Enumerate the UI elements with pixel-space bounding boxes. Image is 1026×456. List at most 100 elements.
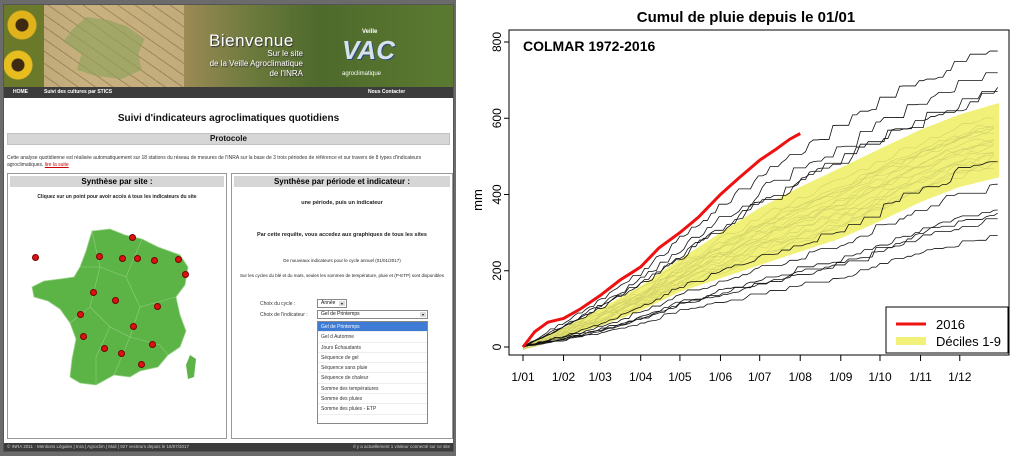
cycle-label: Choix du cycle : xyxy=(260,301,296,307)
chevron-down-icon: ▾ xyxy=(420,312,426,317)
decile-band xyxy=(523,103,999,347)
page-title: Suivi d'indicateurs agroclimatiques quot… xyxy=(117,113,340,124)
historical-year-line xyxy=(522,50,998,348)
cycle-select-value: Année xyxy=(321,300,336,306)
banner-title: Bienvenue xyxy=(209,31,294,50)
nav-contact-link[interactable]: Nous Contacter xyxy=(368,89,406,95)
dropdown-option[interactable]: Séquence sans pluie xyxy=(318,363,427,374)
inner-year-line xyxy=(522,132,994,349)
banner-subtitle-2: de la Veille Agroclimatique xyxy=(209,59,303,68)
footer-left-text: © INRA 2011 · Mentions Légales | Inra | … xyxy=(7,444,190,449)
dropdown-option[interactable]: Somme des pluies - ETP xyxy=(318,404,427,415)
banner-subtitle-3: de l'INRA xyxy=(269,69,303,78)
y-tick-label: 800 xyxy=(490,32,504,52)
legend-box xyxy=(885,306,1009,354)
period-synthesis-heading: Synthèse par période et indicateur : xyxy=(234,176,450,187)
y-tick-label: 400 xyxy=(490,184,504,204)
chevron-down-icon: ▾ xyxy=(339,301,345,306)
y-tick-label: 600 xyxy=(490,108,504,128)
site-dot-18[interactable] xyxy=(80,333,87,340)
site-dot-1[interactable] xyxy=(32,254,39,261)
chart-title: Cumul de pluie depuis le 01/01 xyxy=(637,9,855,26)
france-mainland-shape xyxy=(31,228,189,386)
logo-text: VAC xyxy=(342,35,395,65)
inner-year-line xyxy=(522,167,994,349)
dropdown-option[interactable]: Gel d Automne xyxy=(318,332,427,343)
historical-year-line xyxy=(523,235,998,346)
dropdown-option[interactable]: Jours Échaudants xyxy=(318,343,427,353)
x-tick-label: 1/07 xyxy=(748,370,772,384)
protocole-header: Protocole xyxy=(7,133,450,145)
nav-home-link[interactable]: HOME xyxy=(13,89,28,95)
site-dot-13[interactable] xyxy=(130,323,137,330)
footer-right-text: Il y a actuellement 1 visiteur connecté … xyxy=(353,444,450,449)
x-tick-label: 1/06 xyxy=(709,370,733,384)
site-dot-5[interactable] xyxy=(151,257,158,264)
site-dot-11[interactable] xyxy=(154,303,161,310)
site-synthesis-instruction: Cliquez sur un point pour avoir accès à … xyxy=(37,194,197,200)
banner-subtitle-1: Sur le site xyxy=(267,49,303,58)
period-request-text: Par cette requête, vous accedez aux grap… xyxy=(257,232,427,238)
historical-year-line xyxy=(522,209,998,348)
station-label: COLMAR 1972-2016 xyxy=(523,38,655,54)
nav-suivi-link[interactable]: Suivi des cultures par STICS xyxy=(44,89,113,95)
cycle-note-text: Sur les cycles du blé et du maïs, seules… xyxy=(239,273,445,278)
chart-content: 0 200 400 600 800 1/01 1/02 1/03 1/04 1/05 1/06 1/0… xyxy=(490,32,999,384)
historical-year-line xyxy=(522,183,998,348)
historical-year-line xyxy=(522,218,998,348)
x-tick-label: 1/11 xyxy=(909,370,932,384)
period-instruction: une période, puis un indicateur xyxy=(301,200,383,206)
site-dot-15[interactable] xyxy=(149,341,156,348)
site-dot-6[interactable] xyxy=(175,256,182,263)
dropdown-option[interactable]: Séquence de gel xyxy=(318,353,427,364)
site-dot-17[interactable] xyxy=(138,361,145,368)
historical-year-line xyxy=(522,161,998,348)
lire-suite-link[interactable]: lire la suite xyxy=(44,162,69,168)
nav-bar: HOME Suivi des cultures par STICS Nous C… xyxy=(4,87,453,98)
site-banner: Bienvenue Sur le site de la Veille Agroc… xyxy=(4,5,453,87)
site-synthesis-panel: Synthèse par site : Cliquez sur un point… xyxy=(7,173,227,439)
indicator-select[interactable]: Gel de Printemps ▾ xyxy=(317,310,428,319)
y-tick-label: 200 xyxy=(490,260,504,280)
site-dot-2[interactable] xyxy=(96,253,103,260)
x-tick-label: 1/10 xyxy=(868,370,892,384)
protocole-text: Cette analyse quotidienne est réalisée a… xyxy=(7,155,447,169)
site-dot-8[interactable] xyxy=(182,271,189,278)
site-dot-16[interactable] xyxy=(118,350,125,357)
historical-year-line xyxy=(523,212,998,346)
site-synthesis-heading: Synthèse par site : xyxy=(10,176,224,187)
x-tick-label: 1/08 xyxy=(789,370,813,384)
dropdown-option[interactable]: Somme des températures xyxy=(318,384,427,395)
x-tick-label: 1/04 xyxy=(629,370,653,384)
indicator-select-value: Gel de Printemps xyxy=(321,311,360,317)
site-dot-9[interactable] xyxy=(90,289,97,296)
series-2016-line xyxy=(521,132,801,348)
site-dot-10[interactable] xyxy=(112,297,119,304)
x-tick-label: 1/02 xyxy=(552,370,576,384)
vac-logo[interactable]: Veille VAC agroclimatique xyxy=(336,29,396,81)
dropdown-option[interactable]: Gel de Printemps xyxy=(318,322,427,333)
corsica-shape xyxy=(186,355,196,379)
site-dot-7[interactable] xyxy=(129,234,136,241)
site-dot-3[interactable] xyxy=(119,255,126,262)
dropdown-option[interactable]: Somme des pluies xyxy=(318,394,427,405)
legend-label-deciles: Déciles 1-9 xyxy=(936,334,1001,349)
site-dot-14[interactable] xyxy=(101,345,108,352)
x-tick-label: 1/09 xyxy=(829,370,853,384)
site-dot-12[interactable] xyxy=(77,311,84,318)
indicator-dropdown-list: Gel de Printemps Gel d Automne Jours Éch… xyxy=(317,321,428,424)
logo-tagline: agroclimatique xyxy=(342,71,382,77)
website-screenshot: Bienvenue Sur le site de la Veille Agroc… xyxy=(0,0,456,456)
site-dot-4[interactable] xyxy=(134,255,141,262)
new-indicators-text: De nouveaux indicateurs pour le cycle an… xyxy=(283,258,401,263)
dropdown-option[interactable]: Séquence de chaleur xyxy=(318,373,427,384)
period-synthesis-panel: Synthèse par période et indicateur : une… xyxy=(231,173,453,439)
indicator-label: Choix de l'indicateur : xyxy=(260,312,308,318)
website-frame: Bienvenue Sur le site de la Veille Agroc… xyxy=(3,4,454,452)
y-tick-label: 0 xyxy=(490,343,504,350)
y-axis-label: mm xyxy=(470,189,485,211)
france-map[interactable] xyxy=(30,227,200,387)
historical-year-line xyxy=(522,90,998,348)
cycle-select[interactable]: Année ▾ xyxy=(317,299,347,308)
legend-swatch-deciles xyxy=(896,337,926,345)
